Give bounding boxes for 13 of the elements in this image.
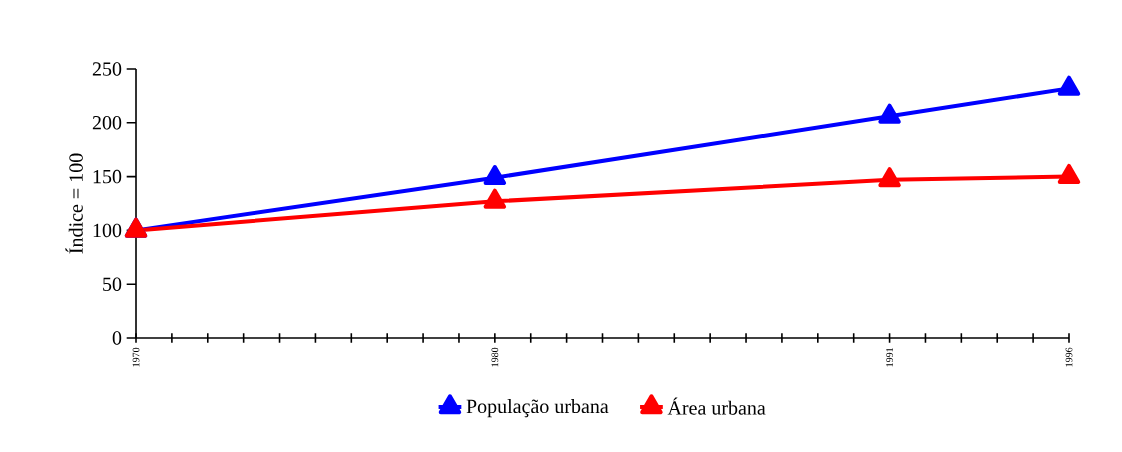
legend-label: Área urbana (667, 397, 766, 415)
x-tick-label: 1970 (132, 347, 140, 367)
y-tick-label: 0 (112, 331, 122, 345)
y-axis-title: Índice = 100 (65, 153, 83, 254)
y-tick-label: 200 (92, 116, 122, 130)
legend-label: População urbana (466, 399, 609, 418)
y-tick-label: 250 (92, 62, 122, 76)
x-tick-label: 1996 (1065, 347, 1073, 367)
x-tick-label: 1980 (491, 347, 499, 367)
y-tick-label: 150 (93, 169, 122, 184)
y-tick-label: 100 (93, 223, 122, 238)
y-tick-label: 50 (103, 277, 122, 291)
x-tick-label: 1991 (886, 347, 893, 367)
